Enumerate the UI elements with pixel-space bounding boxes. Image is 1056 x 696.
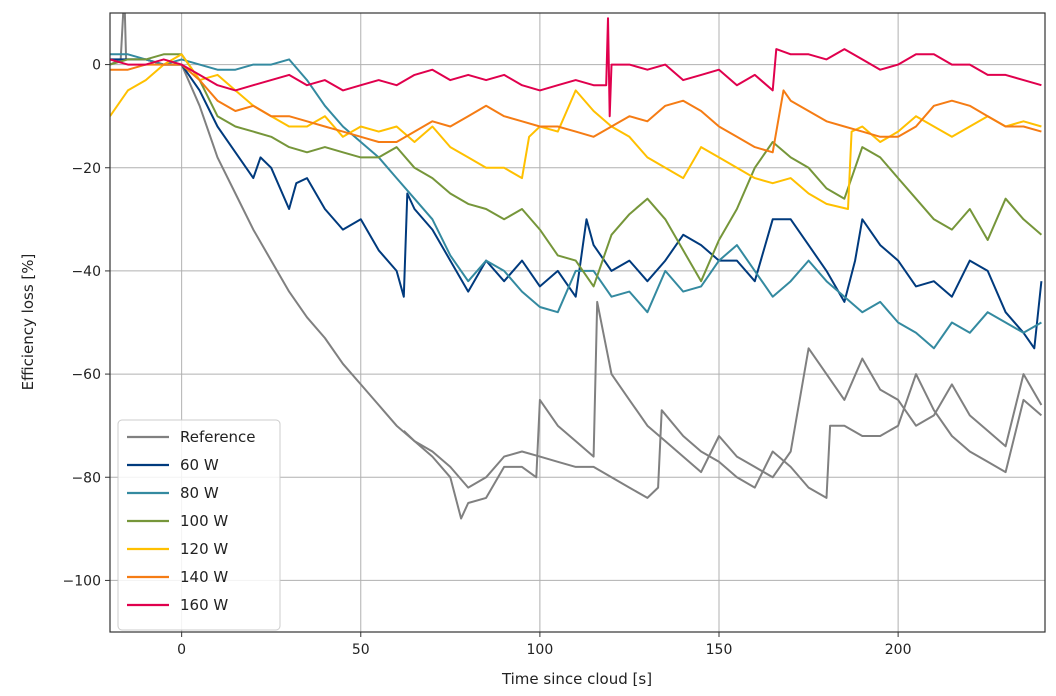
series-line-100-w [110,53,1043,288]
series-line-80-w [110,53,1042,350]
y-axis-label: Efficiency loss [%] [19,254,37,391]
legend-label: 60 W [180,456,219,474]
series-line-60-w [110,58,1043,350]
series-line-140-w [110,63,1042,154]
y-tick-label: −100 [63,573,101,589]
axis-ticks: 0 50 100 150 200 0 −20 −40 −60 −80 −100 [63,58,912,658]
x-tick-label: 0 [177,642,186,658]
x-tick-label: 50 [352,642,370,658]
legend-label: 120 W [180,540,228,558]
legend-label: 80 W [180,484,219,502]
x-axis-label: Time since cloud [s] [501,670,652,688]
legend-label: 160 W [180,596,228,614]
x-tick-label: 150 [706,642,733,658]
plot-area [110,13,1043,520]
y-tick-label: −40 [71,264,101,280]
y-tick-label: −80 [71,470,101,486]
y-tick-label: −20 [71,161,101,177]
y-tick-label: −60 [71,367,101,383]
series-line-reference [110,13,1043,520]
x-tick-label: 100 [527,642,554,658]
plot-frame [109,12,1046,633]
legend-label: 100 W [180,512,228,530]
series-line-160-w [110,17,1042,118]
y-tick-label: 0 [92,58,101,74]
x-tick-label: 200 [885,642,912,658]
legend: Reference 60 W 80 W 100 W 120 W 140 W 160 W [117,419,281,631]
legend-label: 140 W [180,568,228,586]
legend-label: Reference [180,428,256,446]
series-line-reference-run-2 [403,373,1043,499]
